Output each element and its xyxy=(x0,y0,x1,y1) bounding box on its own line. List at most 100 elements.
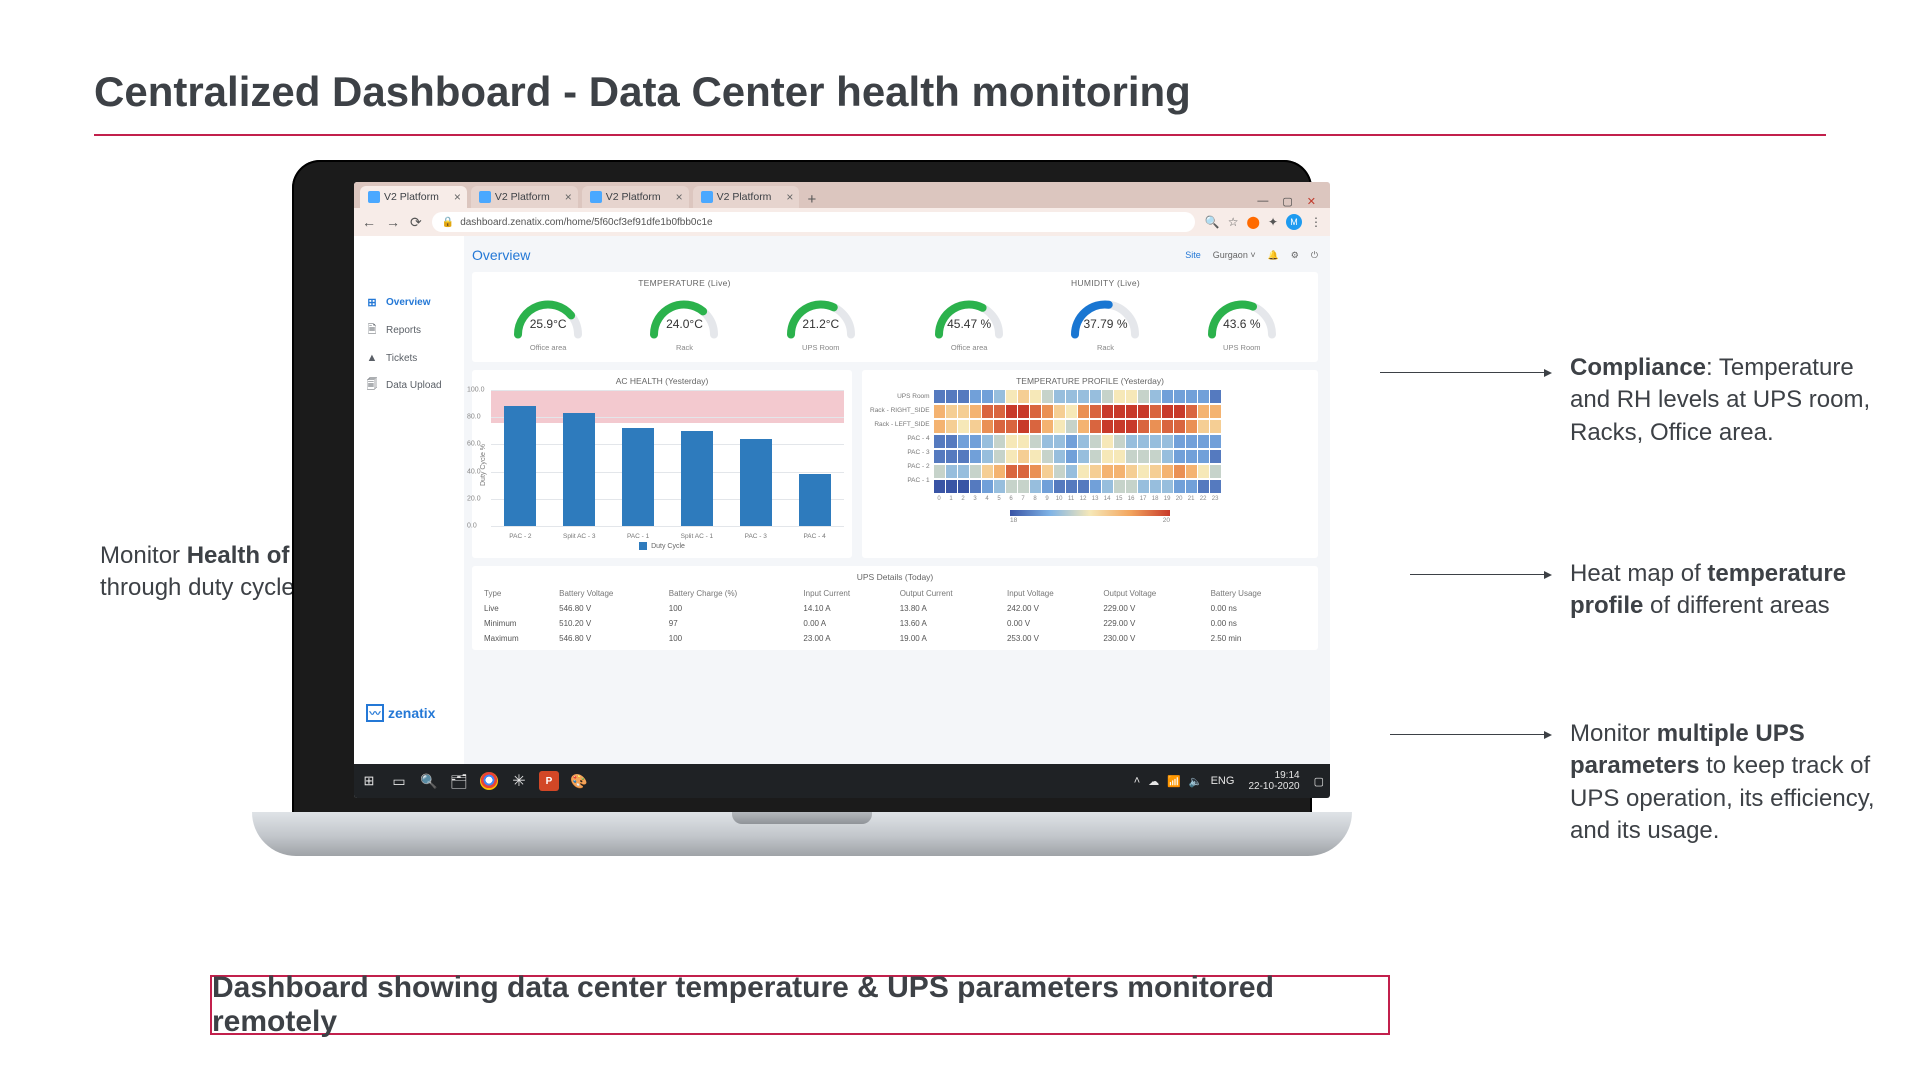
close-window-button[interactable]: ✕ xyxy=(1307,195,1316,208)
search-icon[interactable]: 🔍 xyxy=(416,768,442,794)
heatmap-cell xyxy=(1186,390,1197,403)
dashboard-page: ⊞Overview🗎Reports▲Tickets🗐Data Upload 〰 … xyxy=(354,236,1330,764)
ext-puzzle-icon[interactable]: ✦ xyxy=(1268,215,1278,229)
heatmap-cell xyxy=(1030,420,1041,433)
laptop-mockup: V2 Platform×V2 Platform×V2 Platform×V2 P… xyxy=(252,160,1352,952)
heatmap-cell xyxy=(1030,465,1041,478)
reload-button[interactable]: ⟳ xyxy=(410,214,422,231)
explorer-icon[interactable]: 🗂 xyxy=(446,768,472,794)
heatmap-cell xyxy=(1162,405,1173,418)
ac-bar xyxy=(740,439,772,526)
heatmap-cell xyxy=(1150,405,1161,418)
close-icon[interactable]: × xyxy=(565,190,572,204)
heatmap-cell xyxy=(1090,420,1101,433)
table-header: Output Voltage xyxy=(1099,586,1206,601)
lang-indicator[interactable]: ENG xyxy=(1211,775,1235,787)
close-icon[interactable]: × xyxy=(786,190,793,204)
powerpoint-icon[interactable]: P xyxy=(536,768,562,794)
gauge-label: UPS Room xyxy=(802,343,840,352)
browser-tab[interactable]: V2 Platform× xyxy=(471,186,578,208)
url-bar[interactable]: 🔒 dashboard.zenatix.com/home/5f60cf3ef91… xyxy=(432,212,1195,232)
gauge-label: Office area xyxy=(530,343,567,352)
chrome-icon[interactable] xyxy=(476,768,502,794)
search-icon[interactable]: 🔍 xyxy=(1205,215,1220,229)
heatmap-cell xyxy=(934,390,945,403)
arrow-compliance xyxy=(1380,372,1550,373)
brand-logo: 〰 zenatix xyxy=(366,704,435,722)
sidebar-item-label: Data Upload xyxy=(386,380,442,391)
heatmap-cell xyxy=(1102,480,1113,493)
sidebar-item-label: Overview xyxy=(386,297,430,308)
heatmap-cell xyxy=(1198,390,1209,403)
panel-title: TEMPERATURE PROFILE (Yesterday) xyxy=(870,376,1310,386)
heatmap-cell xyxy=(1102,450,1113,463)
heatmap-cell xyxy=(1186,480,1197,493)
sidebar-item-tickets[interactable]: ▲Tickets xyxy=(354,346,464,370)
sidebar-item-reports[interactable]: 🗎Reports xyxy=(354,315,464,346)
sidebar-item-dataupload[interactable]: 🗐Data Upload xyxy=(354,370,464,401)
location-dropdown[interactable]: Gurgaon ˅ xyxy=(1213,250,1256,260)
sidebar-item-overview[interactable]: ⊞Overview xyxy=(354,290,464,315)
heatmap-cell xyxy=(1090,435,1101,448)
heatmap-cell xyxy=(1066,450,1077,463)
heatmap-cell xyxy=(1198,480,1209,493)
browser-tab[interactable]: V2 Platform× xyxy=(360,186,467,208)
table-row: Maximum546.80 V10023.00 A19.00 A253.00 V… xyxy=(480,631,1310,646)
profile-avatar[interactable]: M xyxy=(1286,214,1302,230)
heatmap-cell xyxy=(994,420,1005,433)
browser-tab[interactable]: V2 Platform× xyxy=(582,186,689,208)
heatmap-cell xyxy=(934,450,945,463)
heatmap-cell xyxy=(1018,390,1029,403)
heatmap-cell xyxy=(1210,420,1221,433)
task-view-icon[interactable]: ▭ xyxy=(386,768,412,794)
favicon-icon xyxy=(368,191,380,203)
forward-button[interactable]: → xyxy=(386,214,400,230)
minimize-button[interactable]: — xyxy=(1257,195,1268,208)
close-icon[interactable]: × xyxy=(676,190,683,204)
close-icon[interactable]: × xyxy=(454,190,461,204)
system-tray[interactable]: ˄ ☁ 📶 🔈 ENG 19:1422-10-2020 ▢ xyxy=(1134,770,1330,792)
slack-icon[interactable]: ✳ xyxy=(506,768,532,794)
maximize-button[interactable]: ▢ xyxy=(1282,195,1292,208)
gear-icon[interactable]: ⚙ xyxy=(1291,250,1299,261)
start-button[interactable]: ⊞ xyxy=(354,773,384,789)
heatmap-cell xyxy=(1078,450,1089,463)
heatmap-cell xyxy=(1018,465,1029,478)
heatmap-cell xyxy=(1126,465,1137,478)
heatmap-cell xyxy=(1138,420,1149,433)
heatmap-cell xyxy=(946,435,957,448)
back-button[interactable]: ← xyxy=(362,214,376,230)
misc-app-icon[interactable]: 🎨 xyxy=(566,768,592,794)
heatmap-cell xyxy=(1162,420,1173,433)
heatmap-cell xyxy=(1030,435,1041,448)
chevron-up-icon[interactable]: ˄ xyxy=(1134,775,1140,787)
tab-title: V2 Platform xyxy=(717,191,772,203)
heatmap-cell xyxy=(934,405,945,418)
heatmap-cell xyxy=(1006,405,1017,418)
new-tab-button[interactable]: + xyxy=(807,191,816,208)
browser-tab[interactable]: V2 Platform × xyxy=(693,186,800,208)
heatmap-cell xyxy=(1066,390,1077,403)
ext-flame-icon[interactable]: ⬤ xyxy=(1247,215,1260,229)
heatmap-cell xyxy=(1054,435,1065,448)
bell-icon[interactable]: 🔔 xyxy=(1268,250,1279,261)
heatmap-cell xyxy=(1078,480,1089,493)
action-center-icon[interactable]: ▢ xyxy=(1314,775,1324,788)
kebab-icon[interactable]: ⋮ xyxy=(1310,215,1322,229)
power-icon[interactable]: ⏻ xyxy=(1311,250,1318,261)
heatmap-cell xyxy=(934,480,945,493)
slide-title: Centralized Dashboard - Data Center heal… xyxy=(94,68,1191,116)
clock[interactable]: 19:1422-10-2020 xyxy=(1242,770,1305,792)
sidebar-icon: 🗎 xyxy=(366,321,378,340)
heatmap-cell xyxy=(1066,480,1077,493)
ac-bar xyxy=(504,406,536,526)
gauge: 45.47 %Office area xyxy=(926,292,1012,352)
table-header: Battery Usage xyxy=(1207,586,1310,601)
table-row: Live546.80 V10014.10 A13.80 A242.00 V229… xyxy=(480,601,1310,616)
gauge: 25.9°COffice area xyxy=(505,292,591,352)
gauge: 24.0°CRack xyxy=(641,292,727,352)
arrow-heatmap xyxy=(1410,574,1550,575)
heatmap-cell xyxy=(1042,420,1053,433)
star-icon[interactable]: ☆ xyxy=(1228,215,1239,229)
gauge-value: 24.0°C xyxy=(666,317,703,331)
